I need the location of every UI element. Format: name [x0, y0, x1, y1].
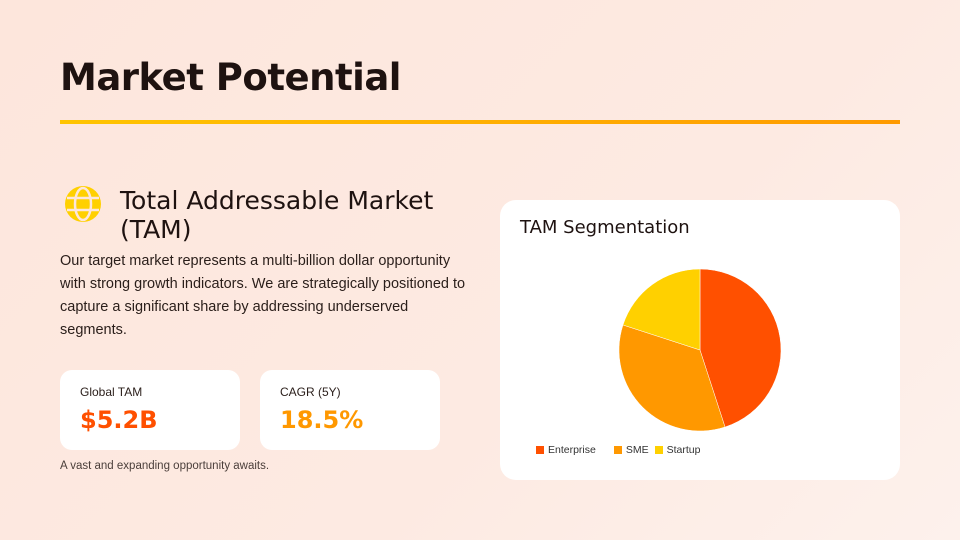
legend-item-enterprise[interactable]: Enterprise — [536, 444, 596, 456]
chart-title: TAM Segmentation — [520, 217, 690, 238]
legend-label: Enterprise — [548, 444, 596, 456]
legend-label: SME — [625, 444, 649, 456]
legend-item-startup[interactable]: Startup — [654, 444, 701, 456]
section-body: Our target market represents a multi-bil… — [60, 253, 466, 338]
chart-legend: Enterprise SME Startup — [536, 444, 718, 456]
pie-slice-enterprise — [699, 268, 782, 428]
legend-swatch — [613, 446, 622, 454]
globe-icon — [65, 186, 101, 222]
section-heading: Total Addressable Market (TAM) — [120, 186, 434, 244]
slide-title: Market Potential — [60, 56, 402, 99]
pie-slice-sme — [618, 324, 726, 432]
legend-label: Startup — [666, 444, 701, 456]
stat-value: 18.5% — [280, 406, 364, 434]
legend-swatch — [536, 446, 544, 454]
legend-swatch — [654, 446, 663, 454]
chart-card: TAM Segmentation Enterprise SME Startup — [500, 200, 900, 480]
pie-slice-startup — [622, 268, 701, 351]
footnote: A vast and expanding opportunity awaits. — [60, 460, 270, 472]
stat-label: CAGR (5Y) — [280, 385, 341, 399]
stat-card-global-tam: Global TAM $5.2B — [60, 370, 240, 450]
legend-item-sme[interactable]: SME — [613, 444, 649, 456]
stat-card-cagr: CAGR (5Y) 18.5% — [260, 370, 440, 450]
stat-label: Global TAM — [80, 385, 143, 399]
pie-chart — [618, 268, 782, 432]
title-divider — [60, 120, 900, 124]
stat-value: $5.2B — [80, 406, 158, 434]
